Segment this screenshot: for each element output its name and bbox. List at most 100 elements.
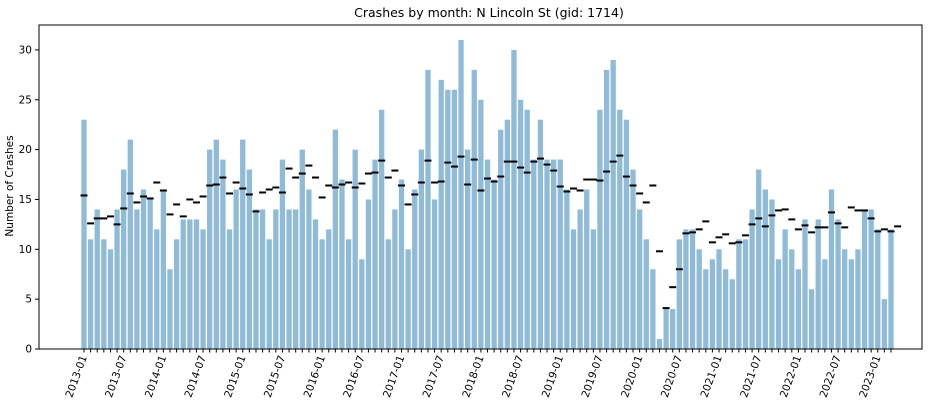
bar — [623, 119, 630, 349]
bar — [689, 229, 696, 349]
y-tick-label: 25 — [19, 94, 32, 106]
bar — [312, 219, 319, 349]
bar — [339, 179, 345, 349]
bar — [127, 139, 133, 349]
bar — [359, 259, 365, 349]
bar — [656, 339, 663, 349]
bar — [471, 69, 477, 349]
bar — [584, 189, 590, 349]
bar — [670, 309, 676, 349]
bar — [828, 189, 835, 349]
x-tick-label: 2016-07 — [341, 354, 367, 399]
plot-frame — [38, 24, 923, 350]
y-axis-label: Number of Crashes — [4, 135, 16, 236]
x-tick-label: 2017-01 — [381, 354, 407, 399]
bar — [650, 269, 656, 349]
bar — [762, 189, 768, 349]
bar — [379, 109, 385, 349]
bar — [636, 209, 643, 349]
bar — [736, 239, 742, 349]
bar — [822, 259, 828, 349]
bar — [709, 259, 716, 349]
x-tick-label: 2013-07 — [103, 354, 129, 399]
bar — [696, 249, 702, 349]
bar — [345, 239, 352, 349]
bar — [484, 159, 491, 349]
bar — [365, 199, 372, 349]
x-tick-label: 2015-01 — [222, 354, 248, 399]
bar — [802, 219, 808, 349]
bar — [431, 199, 438, 349]
bar — [544, 159, 550, 349]
bar — [398, 179, 405, 349]
x-tick-label: 2021-07 — [738, 354, 764, 399]
bar — [782, 229, 788, 349]
bar — [504, 119, 510, 349]
bar — [173, 239, 180, 349]
bar — [570, 229, 577, 349]
bar — [213, 139, 219, 349]
y-tick-label: 15 — [19, 194, 32, 206]
bar — [279, 159, 286, 349]
bar — [445, 89, 451, 350]
bar — [233, 189, 239, 349]
bar — [94, 209, 100, 349]
bar — [332, 129, 339, 349]
bar — [511, 49, 517, 350]
bar — [207, 149, 213, 349]
bar — [749, 209, 755, 349]
bar — [848, 259, 854, 349]
bar — [259, 209, 266, 349]
bar — [352, 149, 358, 349]
bar — [246, 169, 253, 349]
x-tick-label: 2022-07 — [818, 354, 844, 399]
bar — [643, 239, 649, 349]
x-tick-label: 2014-07 — [183, 354, 209, 399]
bar — [808, 289, 815, 349]
bar — [769, 199, 775, 349]
bar — [418, 149, 424, 349]
bar — [663, 309, 669, 349]
bar — [610, 59, 616, 350]
bar — [597, 109, 603, 349]
bar — [319, 239, 325, 349]
bar — [683, 229, 689, 349]
bar — [405, 249, 411, 349]
bar — [551, 159, 557, 349]
bar — [564, 189, 570, 349]
y-tick-label: 5 — [25, 294, 32, 306]
x-tick-label: 2018-01 — [460, 354, 486, 399]
bar — [716, 249, 722, 349]
y-tick-label: 30 — [19, 44, 32, 56]
bar — [306, 189, 312, 349]
bar — [266, 239, 272, 349]
bar — [107, 249, 114, 349]
bar — [193, 219, 200, 349]
bar — [617, 109, 623, 349]
bar — [861, 209, 868, 349]
bar — [200, 229, 206, 349]
bar — [795, 269, 802, 349]
bar — [286, 209, 292, 349]
x-tick-label: 2021-01 — [699, 354, 725, 399]
bar — [835, 219, 841, 349]
y-tick-label: 0 — [25, 344, 32, 356]
bar — [140, 189, 147, 349]
bar — [180, 219, 186, 349]
bar — [842, 249, 848, 349]
bar — [273, 209, 279, 349]
bar — [491, 179, 497, 349]
bar — [590, 229, 596, 349]
bar — [425, 69, 431, 349]
bar — [87, 239, 94, 349]
bar — [703, 269, 709, 349]
bar — [676, 239, 682, 349]
x-axis: 2013-01 2013-07 2014-01 2014-07 2015-01 2015-… — [64, 349, 892, 399]
bar — [815, 219, 821, 349]
bar — [326, 229, 332, 349]
x-tick-label: 2019-07 — [579, 354, 605, 399]
bar — [154, 229, 160, 349]
bar — [372, 159, 378, 349]
bar — [603, 69, 610, 349]
